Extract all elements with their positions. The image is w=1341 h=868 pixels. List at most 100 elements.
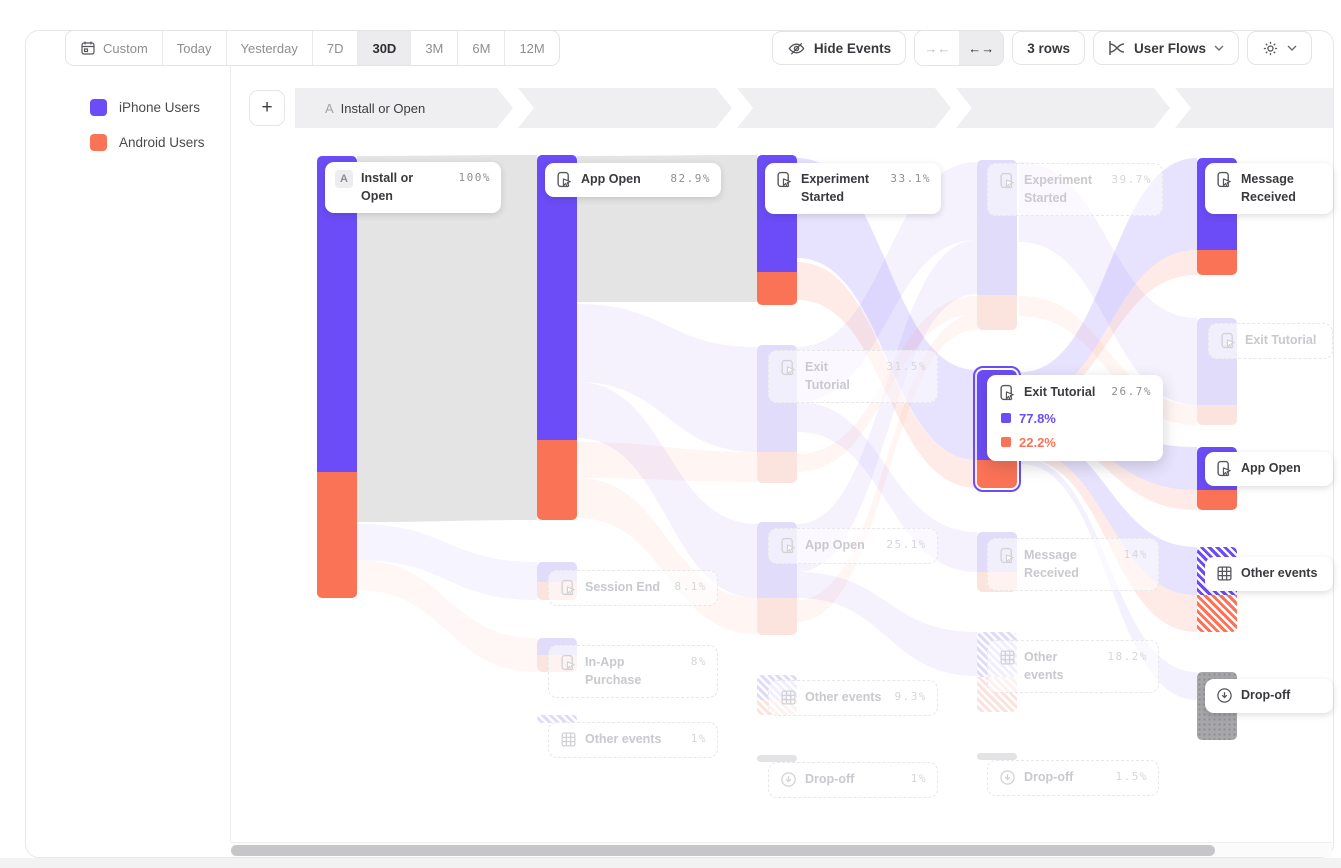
conversion-percent: 26.7% — [1111, 385, 1152, 398]
tap-icon — [998, 171, 1016, 189]
chevron-down-icon — [1287, 45, 1297, 51]
legend-item-iphone-users[interactable]: iPhone Users — [90, 99, 200, 116]
flow-node-card[interactable]: A Install or Open 100% — [325, 162, 501, 213]
flow-node-bar[interactable] — [317, 156, 357, 598]
bar-segment — [317, 472, 357, 598]
bar-segment — [537, 440, 577, 520]
date-range-today[interactable]: Today — [162, 31, 227, 65]
conversion-percent: 100% — [458, 171, 491, 184]
expand-columns-icon[interactable]: ←→ — [959, 31, 1004, 65]
breakdown-swatch — [1001, 413, 1011, 423]
user-flows-icon — [1108, 40, 1126, 56]
horizontal-scrollbar-thumb[interactable] — [231, 845, 1215, 856]
conversion-percent: 25.1% — [886, 538, 927, 551]
step-segment[interactable] — [1175, 88, 1333, 128]
flow-node-bar[interactable] — [537, 715, 577, 723]
bar-segment — [1197, 250, 1237, 275]
step-segment-a[interactable]: A Install or Open — [295, 88, 513, 128]
conversion-percent: 14% — [1123, 548, 1148, 561]
add-step-button[interactable]: + — [249, 90, 285, 126]
flow-node-card[interactable]: In-App Purchase 8% — [548, 645, 718, 698]
step-segment[interactable] — [956, 88, 1170, 128]
flow-node-card[interactable]: Experiment Started 33.1% — [765, 163, 941, 214]
date-range-7d[interactable]: 7D — [312, 31, 359, 65]
step-segment[interactable] — [518, 88, 732, 128]
event-name: App Open — [1241, 461, 1301, 475]
flow-node-card[interactable]: Other events 18.2% — [987, 640, 1159, 693]
flow-node-bar[interactable] — [537, 155, 577, 520]
conversion-percent: 8.1% — [674, 580, 707, 593]
flow-node-card[interactable]: Drop-off 1% — [768, 762, 938, 798]
event-name: Drop-off — [1241, 688, 1291, 702]
breakdown-row: 22.2% — [1001, 435, 1152, 450]
flow-node-card[interactable]: Session End 8.1% — [548, 570, 718, 606]
rows-button[interactable]: 3 rows — [1012, 31, 1085, 65]
breakdown-row: 77.8% — [1001, 411, 1152, 426]
event-name: Other events — [805, 690, 882, 704]
bar-segment — [977, 460, 1017, 488]
bar-segment — [1197, 490, 1237, 510]
collapse-expand-toggle: →← ←→ — [914, 30, 1005, 66]
flow-node-card[interactable]: Exit Tutorial 31.5% — [768, 350, 938, 403]
grid-icon — [779, 688, 797, 706]
event-name: Drop-off — [805, 772, 855, 786]
flow-node-bar[interactable] — [977, 160, 1017, 330]
tap-icon — [1215, 459, 1233, 477]
tap-icon — [779, 536, 797, 554]
tap-icon — [998, 546, 1016, 564]
event-name: Drop-off — [1024, 770, 1074, 784]
step-segment[interactable] — [737, 88, 951, 128]
hide-events-button[interactable]: Hide Events — [771, 31, 907, 65]
date-range-3m[interactable]: 3M — [411, 31, 459, 65]
flow-node-card[interactable]: Other events 9.3% — [768, 680, 938, 716]
bar-segment — [977, 753, 1017, 760]
flow-node-card[interactable]: Message Received 14% — [987, 538, 1159, 591]
flow-node-card[interactable]: Message Received — [1205, 163, 1333, 214]
flow-node-card[interactable]: Experiment Started 39.7% — [987, 163, 1163, 216]
flow-node-bar[interactable] — [977, 753, 1017, 760]
flow-node-card[interactable]: Other events 1% — [548, 722, 718, 758]
date-range-label: Custom — [103, 40, 148, 56]
date-range-group: Custom Today Yesterday 7D 30D 3M 6M 12M — [65, 30, 560, 66]
flow-node-card[interactable]: Drop-off — [1205, 679, 1333, 713]
dropoff-icon — [1215, 686, 1233, 704]
conversion-percent: 1% — [690, 732, 707, 745]
flow-node-card[interactable]: Exit Tutorial — [1208, 323, 1333, 359]
tap-icon — [559, 653, 577, 671]
event-name: Exit Tutorial — [1245, 333, 1317, 347]
flow-node-card[interactable]: Exit Tutorial 26.7% 77.8% 22.2% — [987, 375, 1163, 461]
chart-type-button[interactable]: User Flows — [1092, 31, 1239, 65]
event-name: App Open — [805, 538, 865, 552]
flow-steps-bar: A Install or Open — [295, 88, 1333, 128]
settings-button[interactable] — [1247, 31, 1312, 65]
date-range-12m[interactable]: 12M — [505, 31, 559, 65]
date-range-yesterday[interactable]: Yesterday — [226, 31, 313, 65]
flow-node-card[interactable]: App Open 82.9% — [545, 163, 721, 197]
plus-icon: + — [261, 97, 273, 118]
android-users-swatch — [90, 134, 107, 151]
tap-icon — [559, 578, 577, 596]
conversion-percent: 82.9% — [670, 172, 711, 185]
tap-icon — [779, 358, 797, 376]
breakdown-percent: 77.8% — [1019, 410, 1056, 426]
conversion-percent: 33.1% — [890, 172, 931, 185]
event-name: Experiment Started — [801, 172, 870, 204]
event-name: Message Received — [1024, 548, 1079, 580]
chevron-down-icon — [1214, 45, 1224, 51]
iphone-users-swatch — [90, 99, 107, 116]
flow-node-card[interactable]: Drop-off 1.5% — [987, 760, 1159, 796]
tap-icon — [775, 170, 793, 188]
collapse-columns-icon[interactable]: →← — [915, 31, 960, 65]
flow-node-bar[interactable] — [757, 755, 797, 762]
calendar-icon — [80, 40, 96, 56]
flow-node-card[interactable]: App Open — [1205, 452, 1333, 486]
date-range-custom[interactable]: Custom — [66, 31, 163, 65]
date-range-30d[interactable]: 30D — [358, 31, 412, 65]
flow-node-card[interactable]: App Open 25.1% — [768, 528, 938, 564]
flow-node-card[interactable]: Other events — [1205, 557, 1333, 591]
date-range-6m[interactable]: 6M — [458, 31, 506, 65]
legend-item-android-users[interactable]: Android Users — [90, 134, 205, 151]
bar-segment — [1197, 405, 1237, 425]
bar-segment — [1197, 595, 1237, 632]
